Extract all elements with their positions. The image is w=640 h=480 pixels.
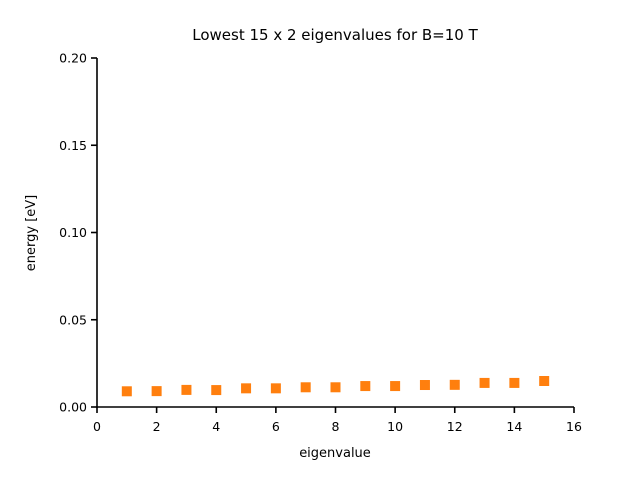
y-tick-label: 0.15	[59, 138, 87, 153]
x-tick-label: 6	[272, 419, 280, 434]
data-point-marker	[211, 385, 222, 396]
axes-spines	[96, 58, 574, 408]
x-axis-label: eigenvalue	[299, 446, 371, 461]
x-tick-label: 4	[212, 419, 220, 434]
y-tick-label: 0.10	[59, 225, 87, 240]
data-point-marker	[330, 382, 341, 393]
data-point-marker	[241, 383, 252, 394]
y-tick-label: 0.00	[59, 400, 87, 415]
data-point-marker	[121, 386, 132, 397]
data-point-marker	[419, 380, 430, 391]
data-point-marker	[539, 375, 550, 386]
x-axis: 0 2 4 6 8 10 12 14 16	[93, 407, 582, 434]
chart-title: Lowest 15 x 2 eigenvalues for B=10 T	[192, 26, 478, 44]
data-point-marker	[270, 383, 281, 394]
x-tick-label: 8	[332, 419, 340, 434]
data-points	[121, 375, 550, 397]
data-point-marker	[449, 379, 460, 390]
x-tick-label: 16	[566, 419, 582, 434]
data-point-marker	[509, 377, 520, 388]
y-tick-label: 0.20	[59, 51, 87, 66]
y-tick-label: 0.05	[59, 312, 87, 327]
data-point-marker	[300, 382, 311, 393]
data-point-marker	[151, 386, 162, 397]
y-axis-label: energy [eV]	[24, 195, 39, 271]
data-point-marker	[479, 377, 490, 388]
x-tick-label: 0	[93, 419, 101, 434]
x-tick-label: 2	[153, 419, 161, 434]
x-tick-label: 10	[387, 419, 403, 434]
data-point-marker	[360, 381, 371, 392]
y-axis: 0.00 0.05 0.10 0.15 0.20	[59, 51, 97, 415]
data-point-marker	[390, 381, 401, 392]
x-tick-label: 14	[506, 419, 522, 434]
data-point-marker	[181, 384, 192, 395]
x-tick-label: 12	[447, 419, 463, 434]
